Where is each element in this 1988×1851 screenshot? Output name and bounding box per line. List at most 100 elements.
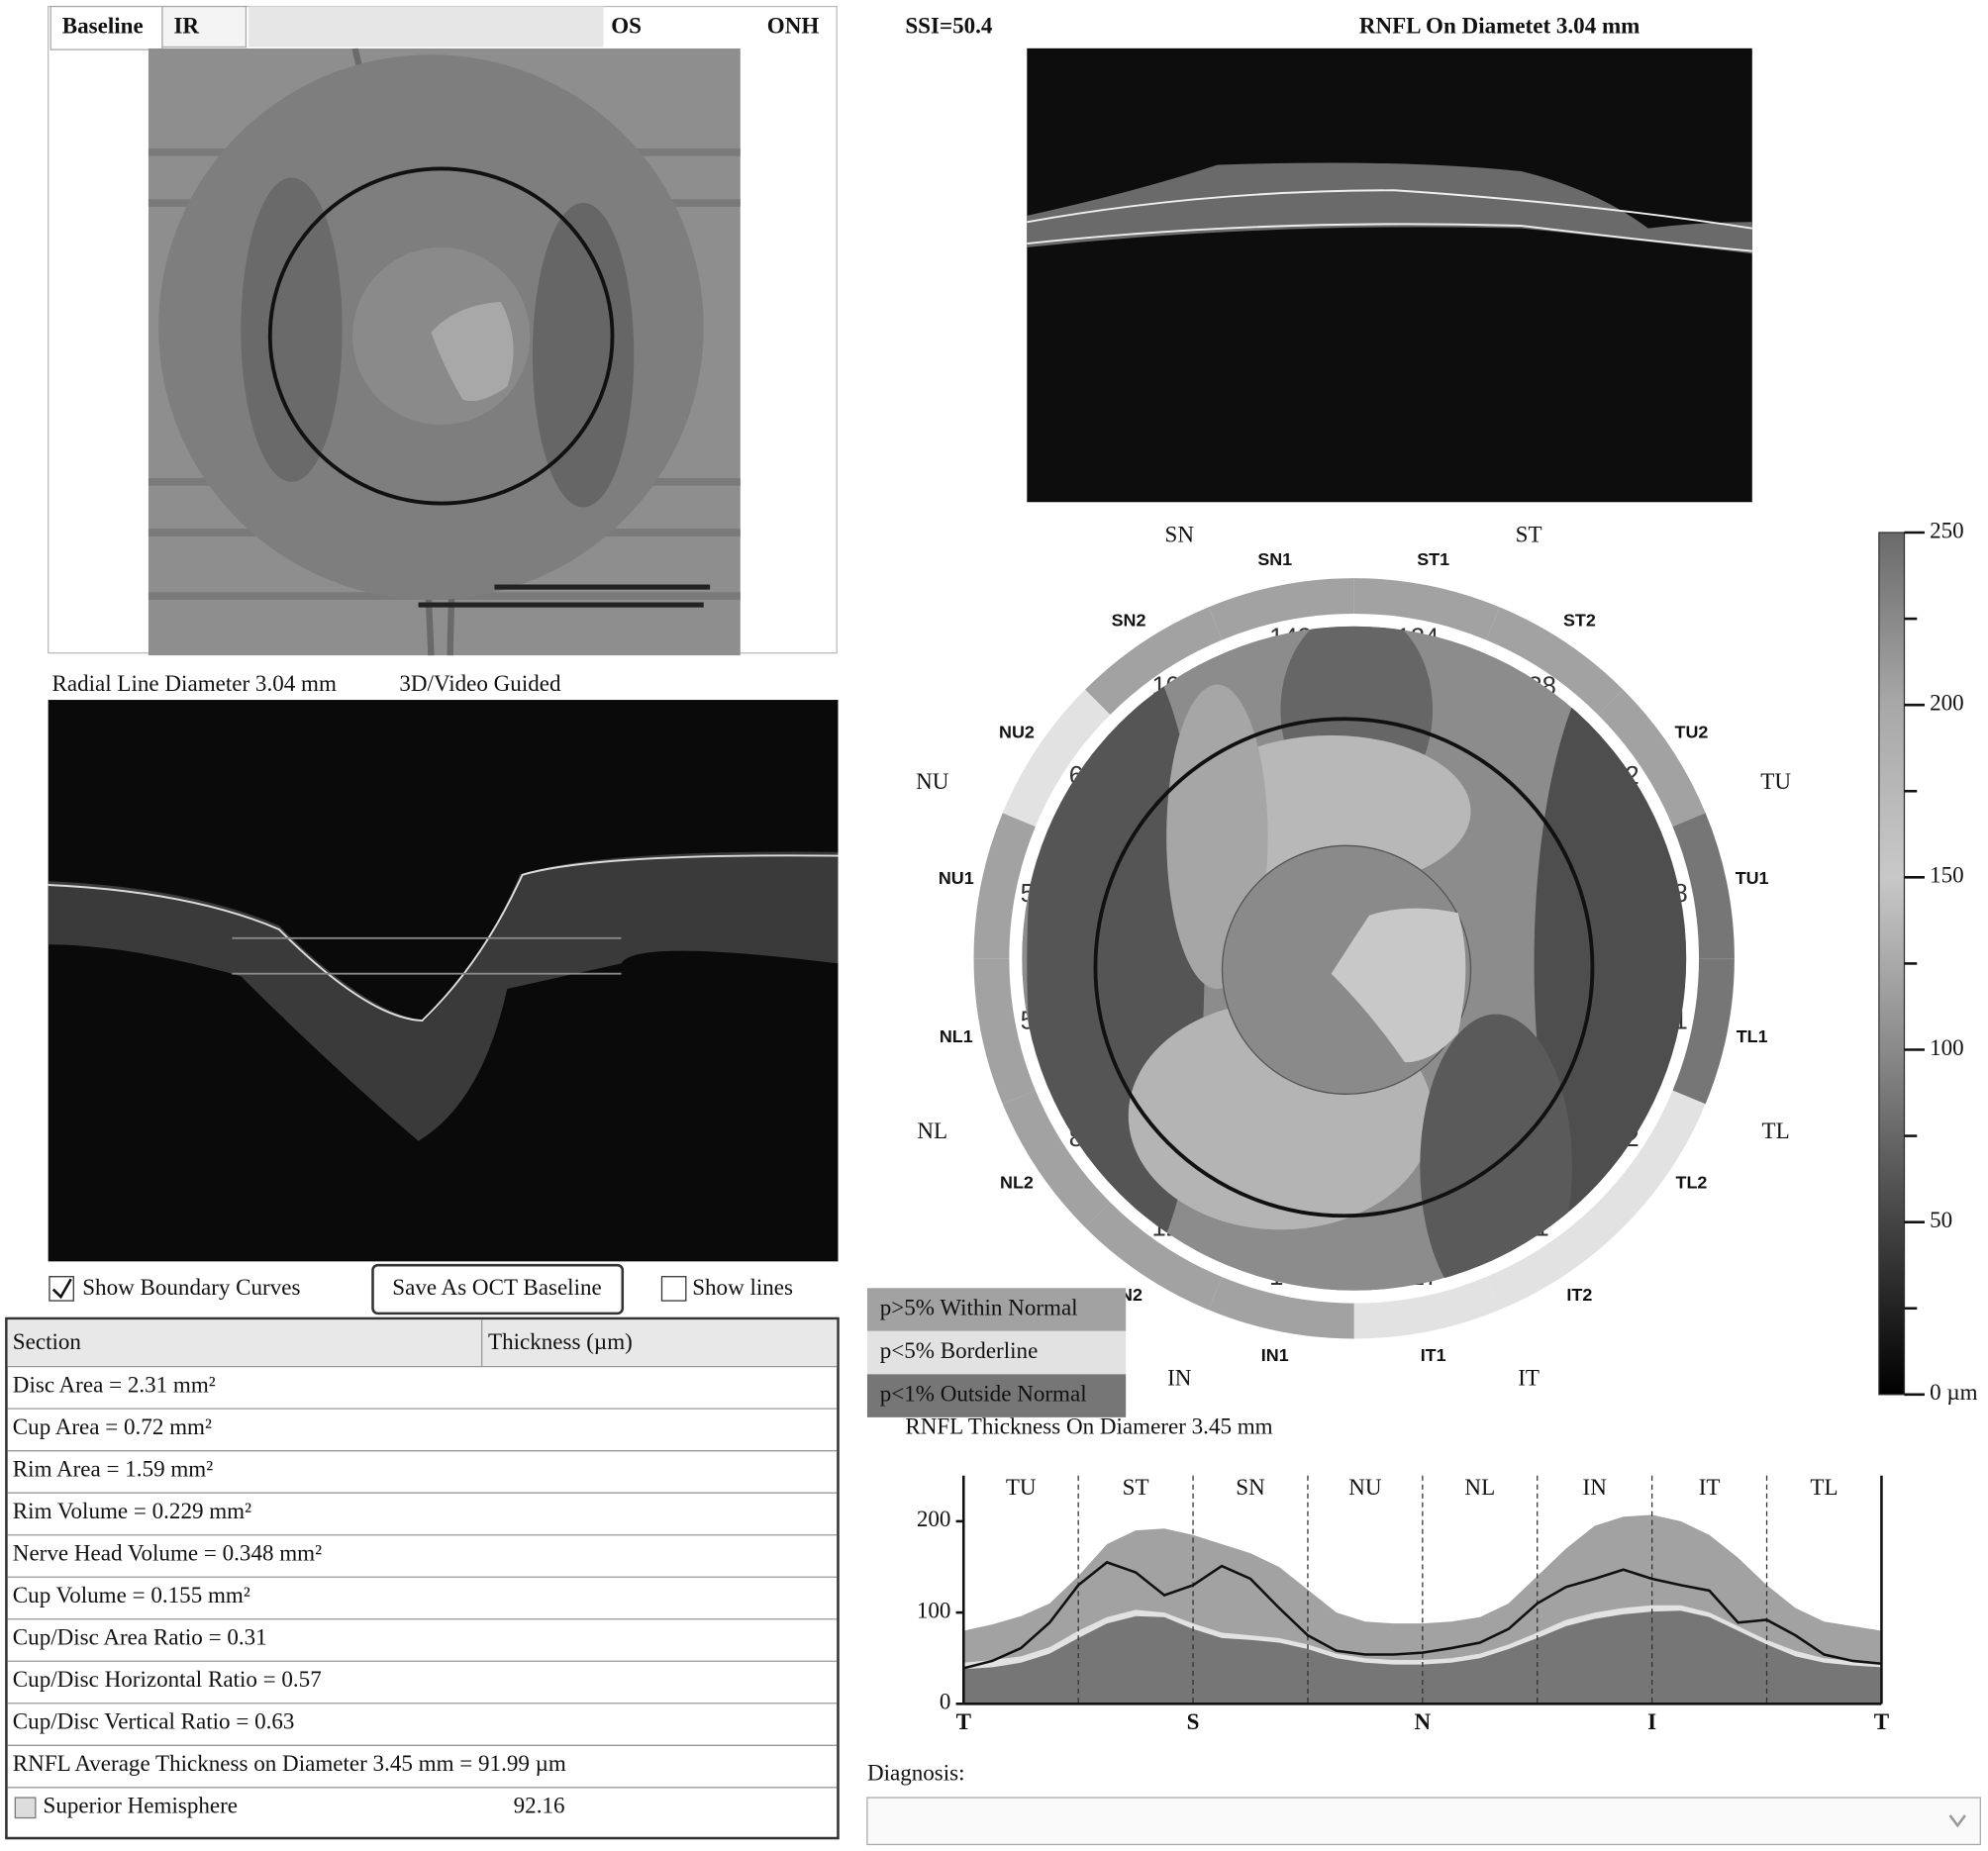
direction-label: IT (1518, 1365, 1540, 1391)
legend-swatch (866, 1330, 1127, 1375)
direction-label: TL (1762, 1118, 1790, 1143)
dropdown-arrow[interactable] (1948, 1814, 1966, 1828)
table (5, 1316, 840, 1840)
legend-label: p<5% Borderline (880, 1337, 1039, 1363)
section-label: NU (1348, 1474, 1382, 1500)
oct-image (1027, 48, 1752, 503)
legend-swatch (866, 1288, 1127, 1331)
sector-segment (973, 958, 1036, 1105)
eye-label: OS (611, 13, 642, 39)
button-label[interactable]: Save As OCT Baseline (392, 1274, 601, 1300)
table-cell: Nerve Head Volume = 0.348 mm² (13, 1540, 322, 1566)
section-label: SN (1236, 1474, 1265, 1500)
table-cell: Cup Volume = 0.155 mm² (13, 1582, 250, 1607)
x-tick-label: T (1874, 1708, 1890, 1734)
direction-label: NL (917, 1118, 947, 1143)
sector-segment (1597, 689, 1706, 827)
table-cell: Rim Volume = 0.229 mm² (13, 1498, 251, 1523)
direction-label: IN (1167, 1365, 1192, 1391)
table-cell: Rim Area = 1.59 mm² (13, 1455, 213, 1481)
scan-title: RNFL On Diametet 3.04 mm (1359, 13, 1640, 39)
direction-label: NU (916, 768, 949, 794)
diagnosis-dropdown[interactable] (866, 1797, 1981, 1846)
sector-name: SN2 (1112, 610, 1146, 630)
oct-boundary (48, 854, 839, 1023)
y-tick-label: 200 (917, 1506, 951, 1531)
table-cell: Cup/Disc Area Ratio = 0.31 (13, 1624, 267, 1650)
section-label: TU (1006, 1474, 1037, 1500)
section-label: IN (1583, 1474, 1608, 1500)
sector-name: TL1 (1737, 1026, 1768, 1046)
sector-name: IT2 (1566, 1285, 1592, 1305)
legend-label: p>5% Within Normal (880, 1294, 1078, 1319)
sector-name: ST1 (1417, 549, 1449, 569)
x-tick-label: N (1415, 1708, 1432, 1734)
tab-label[interactable]: IR (173, 13, 199, 39)
colorbar-label: 150 (1930, 862, 1964, 888)
oct-boundary (1027, 189, 1752, 252)
sector-name: IT1 (1421, 1345, 1446, 1365)
sector-name: NL2 (1000, 1173, 1034, 1193)
sector-segment (1672, 813, 1735, 959)
checkbox-label[interactable]: Show lines (692, 1274, 793, 1300)
x-tick-label: I (1647, 1708, 1656, 1734)
sector-segment (1002, 689, 1111, 827)
section-label: NL (1464, 1474, 1495, 1500)
table-header-cell: Thickness (µm) (488, 1328, 633, 1354)
oct-image (48, 700, 839, 1262)
table-header (7, 1319, 838, 1367)
sector-name: IN1 (1261, 1345, 1289, 1365)
sector-segment (1002, 1090, 1111, 1227)
tab[interactable] (50, 5, 163, 50)
cup (1331, 908, 1466, 1063)
checkbox[interactable] (660, 1276, 687, 1302)
colorbar (1878, 532, 1906, 1396)
oct-tissue (48, 851, 839, 1141)
table-header-cell: Section (13, 1328, 82, 1354)
legend-swatch (866, 1374, 1127, 1417)
sector-name: NU1 (939, 868, 974, 888)
expand-icon[interactable] (14, 1797, 37, 1819)
sector-segment (973, 813, 1036, 959)
sector-segment (1085, 607, 1223, 715)
sector-segment (1485, 607, 1624, 715)
sector-name: TU1 (1736, 868, 1769, 888)
section-title: Radial Line Diameter 3.04 mm (52, 670, 337, 696)
fundus-image (148, 48, 741, 656)
y-tick-label: 100 (917, 1597, 951, 1622)
legend-label: p<1% Outside Normal (880, 1380, 1087, 1406)
tab-strip (248, 6, 604, 48)
diagnosis-label: Diagnosis: (867, 1759, 965, 1785)
scan-label: ONH (767, 13, 820, 39)
table-cell: Cup/Disc Vertical Ratio = 0.63 (13, 1708, 295, 1734)
sector-name: TL2 (1676, 1173, 1708, 1193)
button[interactable] (371, 1263, 625, 1315)
colorbar-label: 50 (1930, 1207, 1952, 1232)
scan-circle (1093, 717, 1595, 1218)
tab[interactable] (161, 5, 248, 49)
sector-segment (1672, 958, 1735, 1105)
section-title: 3D/Video Guided (399, 670, 561, 696)
sector-segment (1485, 1202, 1624, 1311)
sector-name: NU2 (999, 722, 1035, 741)
x-tick-label: S (1187, 1708, 1200, 1734)
table-cell: Disc Area = 2.31 mm² (13, 1371, 216, 1397)
sector-name: ST2 (1563, 610, 1596, 630)
checkbox-label[interactable]: Show Boundary Curves (82, 1274, 300, 1300)
colorbar-label: 100 (1930, 1034, 1964, 1060)
sector-name: NL1 (940, 1026, 973, 1046)
ssi-label: SSI=50.4 (905, 13, 993, 39)
thickness-line (962, 1560, 1882, 1670)
colorbar-label: 200 (1930, 689, 1964, 715)
section-label: TL (1810, 1474, 1838, 1500)
sector-segment (1085, 1202, 1223, 1311)
table-cell: 92.16 (514, 1793, 565, 1818)
table-cell: Cup Area = 0.72 mm² (13, 1413, 212, 1439)
checkmark (51, 1278, 72, 1300)
colorbar-label: 0 µm (1930, 1379, 1978, 1405)
direction-label: TU (1760, 768, 1791, 794)
table-cell: Superior Hemisphere (44, 1793, 238, 1818)
tab-label[interactable]: Baseline (62, 13, 144, 39)
